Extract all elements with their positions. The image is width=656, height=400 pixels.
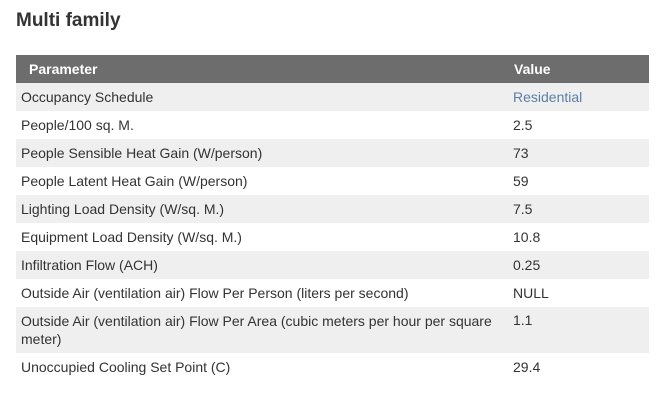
page-title: Multi family bbox=[16, 10, 121, 31]
parameter-cell: Infiltration Flow (ACH) bbox=[16, 251, 508, 279]
value-cell: 59 bbox=[508, 167, 649, 195]
value-cell: 73 bbox=[508, 139, 649, 167]
table-row: People Latent Heat Gain (W/person) 59 bbox=[16, 167, 649, 195]
value-cell: 29.4 bbox=[508, 353, 649, 381]
parameter-cell: Outside Air (ventilation air) Flow Per P… bbox=[16, 279, 508, 307]
table-row: Infiltration Flow (ACH) 0.25 bbox=[16, 251, 649, 279]
value-cell: Residential bbox=[508, 83, 649, 111]
table-row: Unoccupied Cooling Set Point (C) 29.4 bbox=[16, 353, 649, 381]
parameter-cell: People Latent Heat Gain (W/person) bbox=[16, 167, 508, 195]
table-header-row: Parameter Value bbox=[16, 55, 649, 83]
column-header-parameter: Parameter bbox=[16, 55, 508, 83]
table-row: People/100 sq. M. 2.5 bbox=[16, 111, 649, 139]
parameter-cell: Occupancy Schedule bbox=[16, 83, 508, 111]
parameter-cell: Equipment Load Density (W/sq. M.) bbox=[16, 223, 508, 251]
value-cell: 2.5 bbox=[508, 111, 649, 139]
value-cell: 0.25 bbox=[508, 251, 649, 279]
column-header-value: Value bbox=[508, 55, 649, 83]
parameter-cell: People Sensible Heat Gain (W/person) bbox=[16, 139, 508, 167]
value-cell: 10.8 bbox=[508, 223, 649, 251]
value-cell: NULL bbox=[508, 279, 649, 307]
table-row: Outside Air (ventilation air) Flow Per P… bbox=[16, 279, 649, 307]
table-row: Lighting Load Density (W/sq. M.) 7.5 bbox=[16, 195, 649, 223]
parameter-cell: Unoccupied Cooling Set Point (C) bbox=[16, 353, 508, 381]
occupancy-schedule-link[interactable]: Residential bbox=[513, 89, 583, 105]
value-cell: 1.1 bbox=[508, 307, 649, 353]
value-cell: 7.5 bbox=[508, 195, 649, 223]
parameter-cell: Lighting Load Density (W/sq. M.) bbox=[16, 195, 508, 223]
table-row: Outside Air (ventilation air) Flow Per A… bbox=[16, 307, 649, 353]
table-row: Occupancy Schedule Residential bbox=[16, 83, 649, 111]
table-row: People Sensible Heat Gain (W/person) 73 bbox=[16, 139, 649, 167]
parameters-table: Parameter Value Occupancy Schedule Resid… bbox=[16, 55, 649, 381]
table-row: Equipment Load Density (W/sq. M.) 10.8 bbox=[16, 223, 649, 251]
parameter-cell: People/100 sq. M. bbox=[16, 111, 508, 139]
parameter-cell: Outside Air (ventilation air) Flow Per A… bbox=[16, 307, 508, 353]
